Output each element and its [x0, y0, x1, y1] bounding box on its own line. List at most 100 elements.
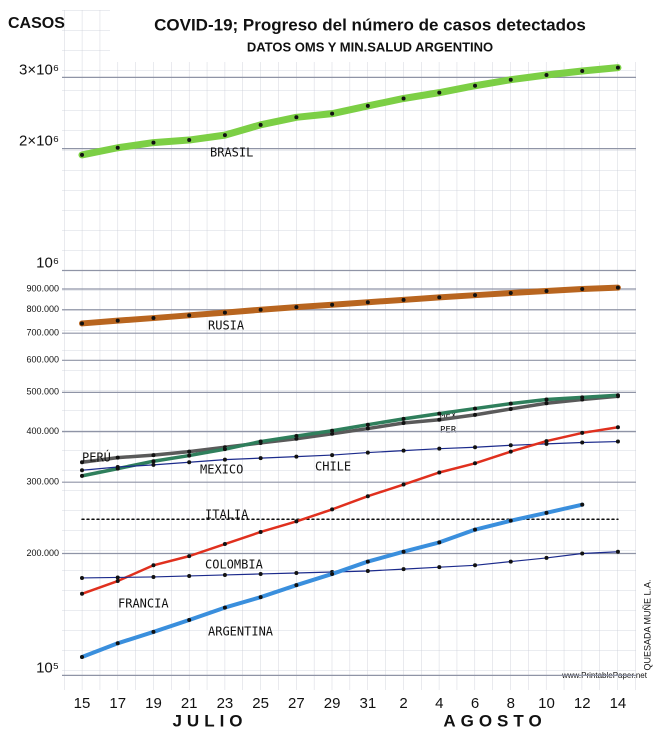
data-point [115, 455, 120, 460]
y-axis-label: CASOS [8, 15, 65, 32]
data-point [437, 295, 442, 300]
data-point [473, 527, 478, 532]
data-point [294, 583, 299, 588]
data-point [80, 468, 84, 473]
data-point [544, 510, 549, 515]
y-tick-label: 3×10⁶ [19, 61, 59, 78]
data-point [80, 591, 84, 596]
data-point [151, 140, 156, 145]
y-tick-label: 500.000 [26, 387, 59, 397]
data-point [508, 559, 513, 564]
data-point [187, 449, 192, 454]
data-point [151, 316, 156, 321]
data-point [365, 426, 370, 431]
x-tick-label: 8 [507, 695, 515, 712]
data-point [437, 446, 442, 451]
data-point [115, 641, 120, 646]
data-point [187, 573, 192, 578]
data-point [187, 554, 192, 559]
y-tick-label: 400.000 [26, 426, 59, 436]
series-line [80, 426, 620, 596]
data-point [115, 145, 120, 150]
data-point [187, 313, 192, 318]
data-point [615, 549, 620, 554]
series-label: PERÚ [82, 450, 111, 465]
data-point [365, 569, 370, 574]
data-point [615, 439, 620, 444]
data-point [151, 574, 156, 579]
data-point [187, 617, 192, 622]
series-label: MEXICO [200, 463, 243, 477]
data-point [222, 310, 227, 315]
data-point [365, 494, 370, 499]
y-tick-label: 800.000 [26, 304, 59, 314]
data-point [473, 83, 478, 88]
data-point [508, 77, 513, 82]
data-point [473, 445, 478, 450]
data-point [615, 65, 620, 70]
data-point [615, 425, 620, 430]
data-point [330, 431, 335, 436]
x-tick-label: 29 [324, 695, 341, 712]
annotation: MEX [440, 412, 457, 422]
data-point [437, 90, 442, 95]
data-point [615, 393, 620, 398]
data-point [187, 460, 192, 465]
data-point [437, 417, 442, 422]
data-point [258, 307, 263, 312]
data-point [473, 412, 478, 417]
series-line [80, 394, 620, 465]
data-point [330, 428, 335, 433]
data-point [437, 470, 442, 475]
x-tick-label: 23 [217, 695, 234, 712]
data-point [544, 555, 549, 560]
data-point [401, 96, 406, 101]
y-tick-label: 10⁵ [36, 659, 59, 676]
data-point [222, 605, 227, 610]
data-point [258, 122, 263, 127]
data-point [580, 69, 585, 74]
data-point [187, 138, 192, 143]
annotation: QUESADA MUÑE L.A. [642, 579, 652, 670]
data-point [473, 563, 478, 568]
series-label: COLOMBIA [205, 558, 264, 572]
data-point [437, 411, 442, 416]
x-tick-label: 12 [574, 695, 591, 712]
data-point [580, 502, 585, 507]
data-point [401, 448, 406, 453]
series-label: ITALIA [205, 508, 249, 522]
data-point [330, 302, 335, 307]
data-point [222, 133, 227, 138]
data-point [365, 103, 370, 108]
data-point [615, 285, 620, 290]
series-label: RUSIA [208, 319, 245, 333]
data-point [401, 482, 406, 487]
data-point [258, 571, 263, 576]
data-point [508, 401, 513, 406]
data-point [258, 456, 263, 461]
data-point [187, 453, 192, 458]
data-point [258, 439, 263, 444]
data-point [401, 421, 406, 426]
series-line [81, 440, 619, 471]
data-point [80, 460, 84, 465]
y-tick-label: 600.000 [26, 355, 59, 365]
data-point [473, 461, 478, 466]
data-point [365, 422, 370, 427]
data-point [222, 447, 227, 452]
x-tick-label: 4 [435, 695, 443, 712]
data-point [115, 579, 120, 584]
data-point [258, 595, 263, 600]
data-point [437, 540, 442, 545]
series-line [78, 64, 622, 159]
data-point [151, 563, 156, 568]
y-tick-label: 300.000 [26, 477, 59, 487]
data-point [330, 571, 335, 576]
data-point [80, 654, 84, 659]
data-point [294, 570, 299, 575]
data-point [473, 406, 478, 411]
chart-title: COVID-19; Progreso del número de casos d… [154, 15, 586, 34]
data-point [151, 453, 156, 458]
data-point [115, 465, 120, 470]
